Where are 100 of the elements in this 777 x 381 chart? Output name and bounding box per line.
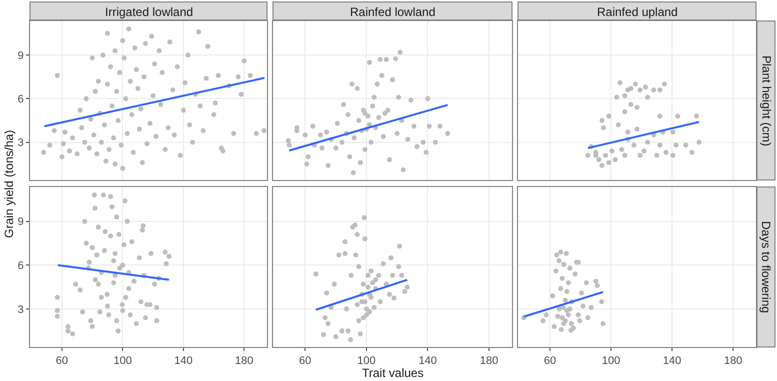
point [562,298,568,303]
x-tick-label: 140 [662,355,682,368]
point [599,299,604,304]
point [631,142,636,148]
point [642,148,647,154]
chart-title: Rainfed upland [597,5,678,19]
point [603,152,608,158]
point [540,318,546,324]
point [372,305,377,310]
point [566,312,571,318]
point [558,250,564,255]
point [567,266,572,271]
point [333,334,338,340]
point [570,326,576,330]
point [348,337,354,342]
point [634,126,640,132]
point [694,114,699,119]
point [362,215,367,220]
point [550,293,556,298]
point [696,140,702,145]
point [599,118,604,123]
x-tick-label: 100 [113,355,132,368]
point [368,268,374,274]
x-tick-label: 180 [480,355,498,368]
point [609,148,614,154]
x-tick-label: 100 [602,355,620,368]
point [558,286,564,292]
point [606,114,612,119]
point [332,282,337,287]
x-tick-label: 100 [357,355,376,368]
point [662,82,667,87]
point [670,130,676,135]
point [572,271,578,276]
point [354,302,360,308]
point [622,109,628,114]
point [339,328,344,334]
point [564,288,570,294]
point [577,318,582,324]
point [392,296,397,301]
x-tick-label: 180 [235,355,254,368]
point [576,312,581,318]
point [544,312,549,318]
point [360,282,366,287]
point [628,86,634,92]
x-tick-label: 60 [56,355,68,368]
point [313,271,318,276]
point [365,284,370,290]
point [638,87,643,92]
point [555,314,560,319]
point [600,125,606,130]
chart-title: Irrigated lowland [105,5,194,19]
point [654,152,660,158]
point [585,315,590,320]
point [580,304,586,309]
point [556,306,562,312]
point [622,152,628,158]
y-tick-label: 6 [18,94,24,106]
point [634,104,640,110]
point [402,288,408,294]
point [689,150,694,155]
point [376,272,382,278]
point [560,315,565,320]
point [336,252,342,258]
point [564,250,569,256]
point [594,283,600,288]
point [567,306,572,312]
point [560,276,565,281]
point [614,94,620,100]
point [561,262,566,267]
point [632,82,638,87]
point [358,331,363,336]
point [588,305,594,310]
point [657,114,662,119]
point [612,157,618,162]
point [352,222,358,228]
point [561,321,566,326]
y-tick-label: 3 [18,137,24,150]
chart-title: Rainfed lowland [350,5,436,19]
point [643,84,648,90]
point [399,272,404,278]
point [324,290,330,296]
point [584,280,589,286]
point [364,306,369,312]
point [353,252,358,258]
point [593,278,598,284]
point [628,102,634,107]
point [354,232,360,237]
point [616,122,621,128]
point [356,264,362,270]
point [356,318,362,324]
y-axis-title: Grain yield (tons/ha) [2,130,16,238]
point [386,292,392,297]
point [368,294,374,300]
point [348,272,354,278]
point [554,252,560,258]
text: Days to flowering [759,221,773,314]
x-tick-label: 60 [544,355,556,368]
text: Plant height (cm) [760,56,774,146]
point [346,328,351,334]
point [578,290,584,296]
